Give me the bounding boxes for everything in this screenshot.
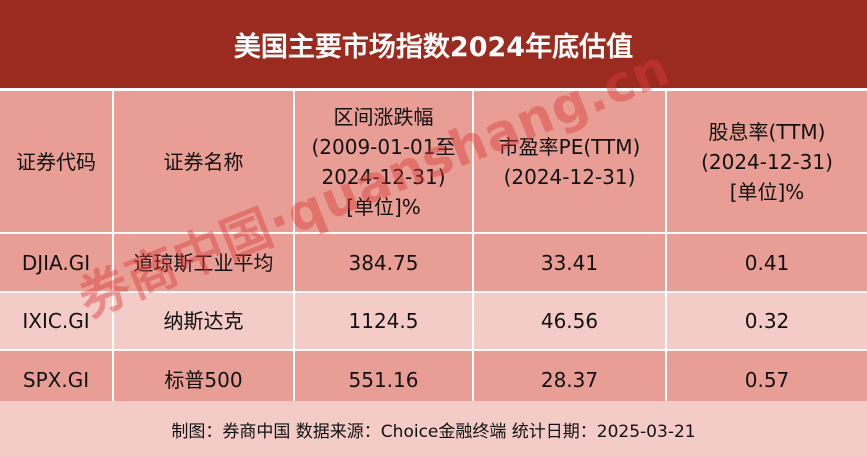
- header-line: 区间涨跌幅: [333, 104, 434, 129]
- header-line: 证券名称: [163, 149, 244, 174]
- cell-pe: 33.41: [474, 234, 667, 291]
- cell-pe: 46.56: [474, 293, 667, 349]
- header-code: 证券代码: [0, 91, 114, 232]
- header-change: 区间涨跌幅 (2009-01-01至 2024-12-31) [单位]%: [295, 91, 474, 232]
- header-yield: 股息率(TTM) (2024-12-31) [单位]%: [667, 91, 867, 232]
- valuation-table: 证券代码 证券名称 区间涨跌幅 (2009-01-01至 2024-12-31)…: [0, 91, 867, 410]
- cell-change: 384.75: [295, 234, 474, 291]
- source-footer: 制图：券商中国 数据来源：Choice金融终端 统计日期：2025-03-21: [0, 401, 867, 457]
- cell-yield: 0.32: [744, 309, 790, 333]
- header-line: 市盈率PE(TTM): [498, 134, 641, 159]
- cell-yield: 0.41: [744, 250, 790, 275]
- header-line: 证券代码: [16, 149, 96, 174]
- cell-name: 道琼斯工业平均: [114, 234, 295, 291]
- table-title: 美国主要市场指数2024年底估值: [0, 0, 867, 88]
- header-line: 股息率(TTM): [708, 119, 826, 144]
- header-line: (2009-01-01至: [311, 134, 456, 159]
- header-line: [单位]%: [346, 194, 421, 219]
- header-line: (2024-12-31): [503, 164, 636, 189]
- header-line: [单位]%: [729, 179, 805, 204]
- cell-change: 551.16: [295, 351, 474, 408]
- cell-name: 标普500: [114, 351, 295, 408]
- cell-change: 1124.5: [295, 293, 474, 349]
- header-line: (2024-12-31): [701, 149, 833, 174]
- header-pe: 市盈率PE(TTM) (2024-12-31): [474, 91, 667, 232]
- cell-pe: 28.37: [474, 351, 667, 408]
- table-row: SPX.GI 标普500 551.16 28.37 0.57: [0, 351, 867, 410]
- cell-yield: 0.57: [744, 367, 790, 392]
- cell-code: DJIA.GI: [0, 234, 114, 291]
- table-row: IXIC.GI 纳斯达克 1124.5 46.56 0.32: [0, 293, 867, 351]
- header-name: 证券名称: [114, 91, 295, 232]
- header-line: 2024-12-31): [321, 164, 446, 189]
- header-row: 证券代码 证券名称 区间涨跌幅 (2009-01-01至 2024-12-31)…: [0, 91, 867, 234]
- cell-code: IXIC.GI: [0, 293, 114, 349]
- cell-code: SPX.GI: [0, 351, 114, 408]
- cell-name: 纳斯达克: [114, 293, 295, 349]
- table-row: DJIA.GI 道琼斯工业平均 384.75 33.41 0.41: [0, 234, 867, 293]
